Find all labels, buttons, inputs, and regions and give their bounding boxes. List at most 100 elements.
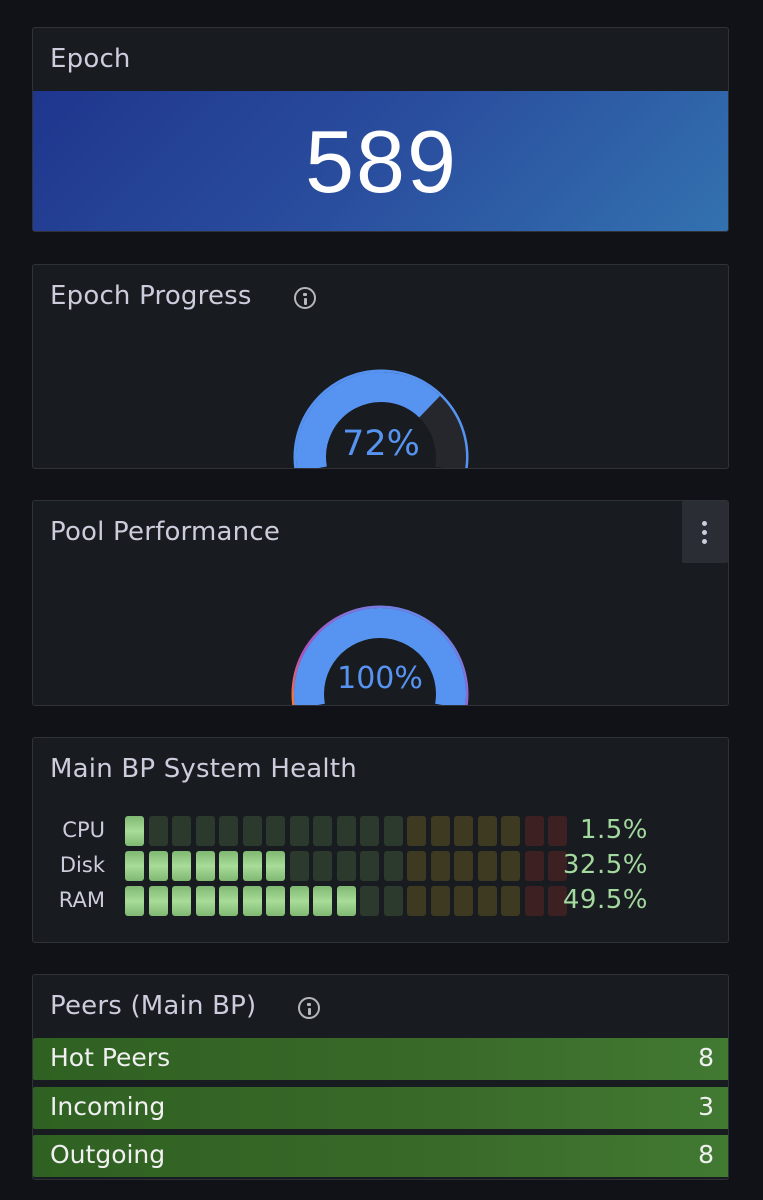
bar-cell <box>172 816 191 846</box>
bar-cell <box>242 886 262 916</box>
bar-cell <box>289 816 309 846</box>
bar-cell <box>266 816 285 846</box>
peer-name: Hot Peers <box>50 1043 171 1072</box>
panel-title: Peers (Main BP) <box>50 991 257 1021</box>
bar-cell <box>148 886 168 916</box>
epoch-progress-gauge: 72% <box>293 369 469 468</box>
bar-cell <box>407 886 426 916</box>
gauge-value-label: 72% <box>342 424 420 464</box>
bar-cell <box>219 816 238 846</box>
peers-panel: Peers (Main BP) Hot Peers 8 Incoming 3 Outgo… <box>32 974 729 1180</box>
peer-count: 8 <box>698 1140 714 1169</box>
info-icon[interactable] <box>294 287 316 309</box>
bar-cell <box>313 816 332 846</box>
bar-cell <box>360 886 379 916</box>
bar-cell <box>501 851 520 881</box>
pool-performance-panel: Pool Performance 100% <box>32 500 729 706</box>
bar-gauge <box>125 886 572 916</box>
peer-name: Outgoing <box>50 1140 166 1169</box>
bar-cell <box>242 816 262 846</box>
epoch-value: 589 <box>305 111 458 211</box>
bar-cell <box>125 816 144 846</box>
bar-cell <box>548 886 567 916</box>
bar-cell <box>383 886 403 916</box>
panel-title: Epoch Progress <box>50 281 252 311</box>
bar-cell <box>454 886 473 916</box>
bar-cell <box>383 851 403 881</box>
gauge-fill <box>296 372 441 468</box>
kebab-menu-icon-dot <box>702 539 707 544</box>
bar-row-label: RAM <box>58 888 105 912</box>
bar-cell <box>524 886 544 916</box>
panel-menu-button[interactable] <box>682 501 728 563</box>
bar-cell <box>548 851 567 881</box>
panel-title: Main BP System Health <box>50 754 357 784</box>
bar-row-label: Disk <box>59 853 105 877</box>
bar-cell <box>195 886 215 916</box>
bar-cell <box>524 851 544 881</box>
bar-cell <box>360 851 379 881</box>
gauge-fill <box>294 608 466 705</box>
bar-cell <box>148 851 168 881</box>
bar-cell <box>336 851 356 881</box>
peer-row: Outgoing 8 <box>33 1135 728 1177</box>
bar-cell <box>266 851 285 881</box>
bar-cell <box>477 816 497 846</box>
panel-title: Pool Performance <box>50 517 281 547</box>
epoch-progress-panel: Epoch Progress 72% <box>32 264 729 469</box>
bar-cell <box>430 851 450 881</box>
bar-cell <box>454 851 473 881</box>
bar-cell <box>195 816 215 846</box>
bar-cell <box>430 816 450 846</box>
gauge-value-label: 100% <box>337 661 423 696</box>
gauge-threshold-arc <box>293 369 469 468</box>
kebab-menu-icon-dot <box>702 530 707 535</box>
panel-title: Epoch <box>50 44 131 74</box>
bar-cell <box>125 886 144 916</box>
bar-cell <box>383 816 403 846</box>
bar-cell <box>172 851 191 881</box>
bar-cell <box>313 851 332 881</box>
bar-cell <box>501 886 520 916</box>
gauge-threshold-arc <box>291 605 469 705</box>
bar-cell <box>477 851 497 881</box>
bar-cell <box>195 851 215 881</box>
bar-value: 49.5% <box>562 885 648 915</box>
bar-cell <box>524 816 544 846</box>
bar-cell <box>501 816 520 846</box>
bar-cell <box>266 886 285 916</box>
system-health-panel: Main BP System Health CPU 1.5% Disk 32.5% RA… <box>32 737 729 943</box>
kebab-menu-icon <box>702 521 707 526</box>
bar-cell <box>430 886 450 916</box>
bar-cell <box>336 886 356 916</box>
peer-name: Incoming <box>50 1092 166 1121</box>
peer-count: 8 <box>698 1043 714 1072</box>
bar-gauge <box>125 816 572 846</box>
bar-cell <box>477 886 497 916</box>
bar-cell <box>336 816 356 846</box>
info-icon[interactable] <box>298 997 320 1019</box>
bar-cell <box>313 886 332 916</box>
bar-gauge <box>125 851 572 881</box>
peer-row: Incoming 3 <box>33 1087 728 1129</box>
epoch-panel: Epoch 589 <box>32 27 729 232</box>
bar-cell <box>242 851 262 881</box>
bar-value: 32.5% <box>562 850 648 880</box>
bar-cell <box>289 851 309 881</box>
bar-cell <box>219 886 238 916</box>
bar-cell <box>172 886 191 916</box>
bar-cell <box>548 816 567 846</box>
bar-cell <box>125 851 144 881</box>
bar-cell <box>360 816 379 846</box>
pool-performance-gauge: 100% <box>291 605 469 705</box>
bar-cell <box>407 851 426 881</box>
bar-cell <box>407 816 426 846</box>
bar-cell <box>454 816 473 846</box>
bar-cell <box>148 816 168 846</box>
peer-row: Hot Peers 8 <box>33 1038 728 1080</box>
peer-count: 3 <box>698 1092 714 1121</box>
bar-cell <box>219 851 238 881</box>
bar-value: 1.5% <box>579 815 648 845</box>
bar-row-label: CPU <box>62 818 105 842</box>
bar-cell <box>289 886 309 916</box>
